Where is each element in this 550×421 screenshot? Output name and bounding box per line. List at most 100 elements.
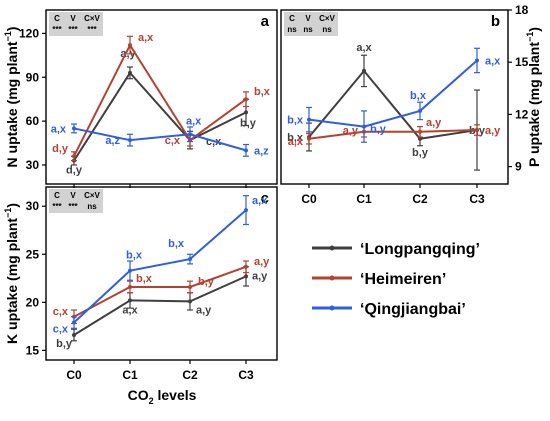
y-axis-title: K uptake (mg plant−1) bbox=[3, 203, 20, 344]
data-point bbox=[72, 126, 76, 131]
y-tick-label: 15 bbox=[515, 55, 529, 69]
anova-header: C×V bbox=[84, 191, 100, 200]
data-point bbox=[188, 132, 192, 137]
legend-label: ‘Qingjiangbai’ bbox=[360, 301, 466, 318]
anova-header: C×V bbox=[319, 14, 335, 23]
y-axis-title-sup: −1 bbox=[3, 208, 13, 218]
x-axis-title: CO2 levels bbox=[128, 387, 197, 406]
data-point bbox=[244, 148, 248, 153]
data-point bbox=[128, 298, 132, 303]
series-line bbox=[73, 265, 247, 318]
data-point bbox=[128, 70, 132, 75]
significance-label: a,x bbox=[138, 32, 154, 44]
panel-frame bbox=[280, 9, 509, 185]
series-heimeiren: c,x b,x b,y a,y bbox=[53, 256, 270, 325]
significance-label: b,y bbox=[370, 124, 387, 136]
data-point bbox=[475, 128, 479, 133]
significance-label: b,x bbox=[287, 115, 304, 127]
y-axis-title-end: ) bbox=[4, 27, 20, 32]
y-tick-label: 90 bbox=[26, 70, 40, 84]
legend-swatch-marker bbox=[329, 305, 335, 311]
significance-label: b,x bbox=[168, 238, 185, 250]
data-point bbox=[244, 264, 248, 269]
x-axis-title-rest: levels bbox=[154, 387, 197, 403]
series-line bbox=[308, 59, 478, 128]
significance-label: a,z bbox=[105, 135, 120, 147]
significance-label: a,y bbox=[196, 304, 212, 316]
anova-header: V bbox=[70, 14, 76, 23]
anova-value: ns bbox=[87, 202, 97, 211]
anova-value: *** bbox=[52, 25, 62, 34]
anova-box bbox=[49, 189, 103, 213]
legend: ‘Longpangqing’ ‘Heimeiren’ ‘Qingjiangbai’ bbox=[312, 241, 480, 318]
x-tick-label: C3 bbox=[238, 368, 254, 382]
anova-box bbox=[284, 12, 338, 36]
y-tick-label: 18 bbox=[515, 3, 529, 17]
y-tick-label: 15 bbox=[26, 343, 40, 357]
data-point bbox=[244, 110, 248, 115]
significance-label: a,y bbox=[343, 125, 359, 137]
significance-label: b,x bbox=[287, 132, 304, 144]
data-point bbox=[307, 117, 311, 122]
data-point bbox=[188, 257, 192, 262]
significance-label: d,y bbox=[52, 143, 69, 155]
anova-value: *** bbox=[68, 25, 78, 34]
x-axis-title-main: CO bbox=[128, 387, 149, 403]
panel-frame bbox=[45, 186, 278, 361]
x-axis-title-sub: 2 bbox=[149, 396, 154, 406]
x-tick-label: C2 bbox=[182, 368, 198, 382]
significance-label: a,y bbox=[252, 270, 268, 282]
anova-value: ns bbox=[322, 25, 332, 34]
panel-letter: a bbox=[261, 13, 270, 30]
significance-label: b,y bbox=[198, 276, 215, 288]
y-tick-label: 20 bbox=[26, 295, 40, 309]
anova-header: C×V bbox=[84, 14, 100, 23]
panel-letter: c bbox=[261, 190, 269, 207]
y-tick-label: 120 bbox=[19, 26, 39, 40]
y-tick-label: 12 bbox=[515, 107, 529, 121]
data-point bbox=[418, 129, 422, 134]
data-point bbox=[475, 58, 479, 63]
legend-swatch-marker bbox=[329, 275, 335, 281]
significance-label: d,y bbox=[66, 165, 83, 177]
significance-label: a,z bbox=[254, 145, 269, 157]
legend-label: ‘Longpangqing’ bbox=[360, 241, 480, 258]
y-axis-title-main: N uptake (mg plant bbox=[4, 41, 20, 167]
anova-header: C bbox=[54, 191, 60, 200]
y-tick-label: 60 bbox=[26, 114, 40, 128]
data-point bbox=[72, 154, 76, 159]
y-axis-title-end: ) bbox=[526, 27, 542, 32]
data-point bbox=[362, 68, 366, 73]
y-tick-label: 30 bbox=[26, 158, 40, 172]
anova-box bbox=[49, 12, 103, 36]
panel-c: 15 20 25 30 C0 C1 C2 C3 K uptake (mg plant−1) c C V… bbox=[3, 186, 278, 382]
x-tick-label: C2 bbox=[412, 192, 428, 206]
panel-b: 9 12 15 18 C0 C1 C2 C3 P uptake (mg plant−1) b C V C… bbox=[280, 3, 542, 206]
panel-letter: b bbox=[491, 13, 500, 30]
series-longpangqing: b,xa,xb,yb,y bbox=[287, 42, 486, 171]
anova-header: V bbox=[70, 191, 76, 200]
anova-value: *** bbox=[52, 202, 62, 211]
significance-label: a,x bbox=[288, 136, 304, 148]
data-point bbox=[244, 208, 248, 213]
series-line bbox=[73, 275, 247, 336]
x-tick-label: C0 bbox=[66, 368, 82, 382]
y-tick-label: 9 bbox=[515, 160, 522, 174]
data-point bbox=[72, 320, 76, 325]
data-point bbox=[128, 43, 132, 48]
significance-label: a,x bbox=[252, 195, 268, 207]
data-point bbox=[72, 333, 76, 338]
data-point bbox=[128, 268, 132, 273]
significance-label: b,y bbox=[240, 117, 257, 129]
y-tick-label: 30 bbox=[26, 199, 40, 213]
x-tick-label: C1 bbox=[356, 192, 372, 206]
significance-label: a,x bbox=[186, 115, 202, 127]
y-axis-title-sup: −1 bbox=[525, 32, 535, 42]
data-point bbox=[418, 108, 422, 113]
significance-label: a,x bbox=[485, 55, 501, 67]
anova-value: *** bbox=[87, 25, 97, 34]
significance-label: a,y bbox=[485, 125, 501, 137]
